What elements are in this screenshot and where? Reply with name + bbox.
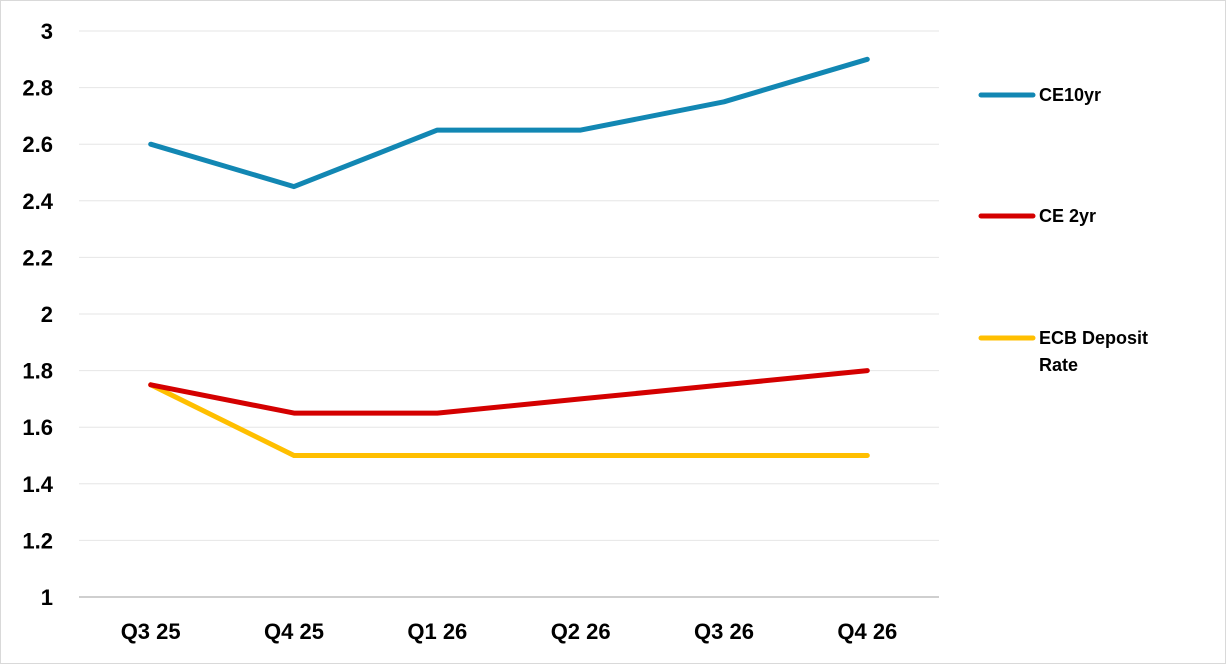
y-tick-label: 1.6 xyxy=(22,415,53,440)
y-tick-label: 2.2 xyxy=(22,245,53,270)
y-tick-label: 1.4 xyxy=(22,472,53,497)
y-tick-label: 1 xyxy=(41,585,53,610)
series-line-ce-2yr xyxy=(148,368,870,416)
y-tick-label: 2.4 xyxy=(22,189,53,214)
x-tick-label: Q3 25 xyxy=(121,619,181,644)
legend-label: ECB Deposit Rate xyxy=(1039,328,1148,375)
y-tick-label: 3 xyxy=(41,19,53,44)
x-axis: Q3 25 Q4 25 Q1 26 Q2 26 Q3 26 Q4 26 xyxy=(79,596,939,644)
series-lines xyxy=(148,56,870,458)
legend-item: CE 2yr xyxy=(978,206,1096,226)
y-tick-label: 2.8 xyxy=(22,76,53,101)
y-tick-label: 2 xyxy=(41,302,53,327)
series-line-ecb-deposit-rate xyxy=(148,382,870,458)
series-line-ce10yr xyxy=(148,56,870,190)
y-axis: 1 1.2 1.4 1.6 1.8 2 2.2 2.4 2.6 2.8 3 xyxy=(22,19,53,610)
legend-label: CE10yr xyxy=(1039,85,1101,105)
y-tick-label: 2.6 xyxy=(22,132,53,157)
x-tick-label: Q4 26 xyxy=(837,619,897,644)
legend-label: CE 2yr xyxy=(1039,206,1096,226)
gridlines xyxy=(79,30,939,541)
x-tick-label: Q2 26 xyxy=(551,619,611,644)
legend-item: CE10yr xyxy=(978,85,1101,105)
legend: CE10yr CE 2yr ECB Deposit Rate xyxy=(978,85,1148,375)
legend-item: ECB Deposit Rate xyxy=(978,328,1148,375)
y-tick-label: 1.2 xyxy=(22,528,53,553)
x-tick-label: Q4 25 xyxy=(264,619,324,644)
x-tick-label: Q1 26 xyxy=(407,619,467,644)
x-tick-label: Q3 26 xyxy=(694,619,754,644)
y-tick-label: 1.8 xyxy=(22,359,53,384)
